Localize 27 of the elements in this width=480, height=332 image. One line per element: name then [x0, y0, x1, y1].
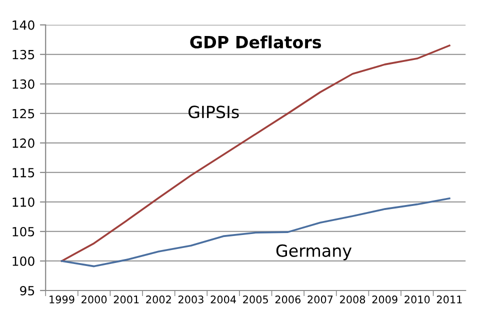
- text: GDP Deflators: [190, 36, 322, 48]
- x-tick-label: 2000: [82, 296, 107, 304]
- x-tick-label: 2007: [308, 296, 333, 304]
- line-series: [60, 198, 450, 268]
- y-tick-label: 140: [12, 20, 34, 30]
- x-tick-label: 2002: [146, 296, 171, 304]
- x-tick-label: 2001: [114, 296, 139, 304]
- y-tick-label: 100: [12, 256, 34, 266]
- x-tick-label: 2004: [210, 296, 236, 304]
- y-tick-label: 105: [12, 226, 34, 236]
- series-label: Germany: [276, 244, 352, 260]
- x-tick-label: 2011: [436, 296, 462, 304]
- x-tick-label: 2010: [404, 296, 430, 304]
- x-tick-label: 2008: [340, 296, 366, 304]
- x-tick-label: 2005: [243, 296, 268, 304]
- y-tick-label: 120: [12, 138, 34, 148]
- series-label: GIPSIs: [188, 106, 239, 118]
- y-tick-label: 135: [12, 50, 34, 60]
- x-tick-label: 1999: [50, 296, 74, 304]
- y-tick-label: 115: [12, 168, 34, 178]
- y-tick-label: 130: [12, 79, 34, 89]
- x-tick-label: 2009: [372, 296, 398, 304]
- y-tick-label: 125: [12, 108, 34, 118]
- x-tick-label: 2003: [178, 296, 204, 304]
- y-tick-label: 110: [12, 197, 34, 207]
- x-tick-label: 2006: [275, 296, 301, 304]
- y-tick-label: 95: [20, 286, 34, 296]
